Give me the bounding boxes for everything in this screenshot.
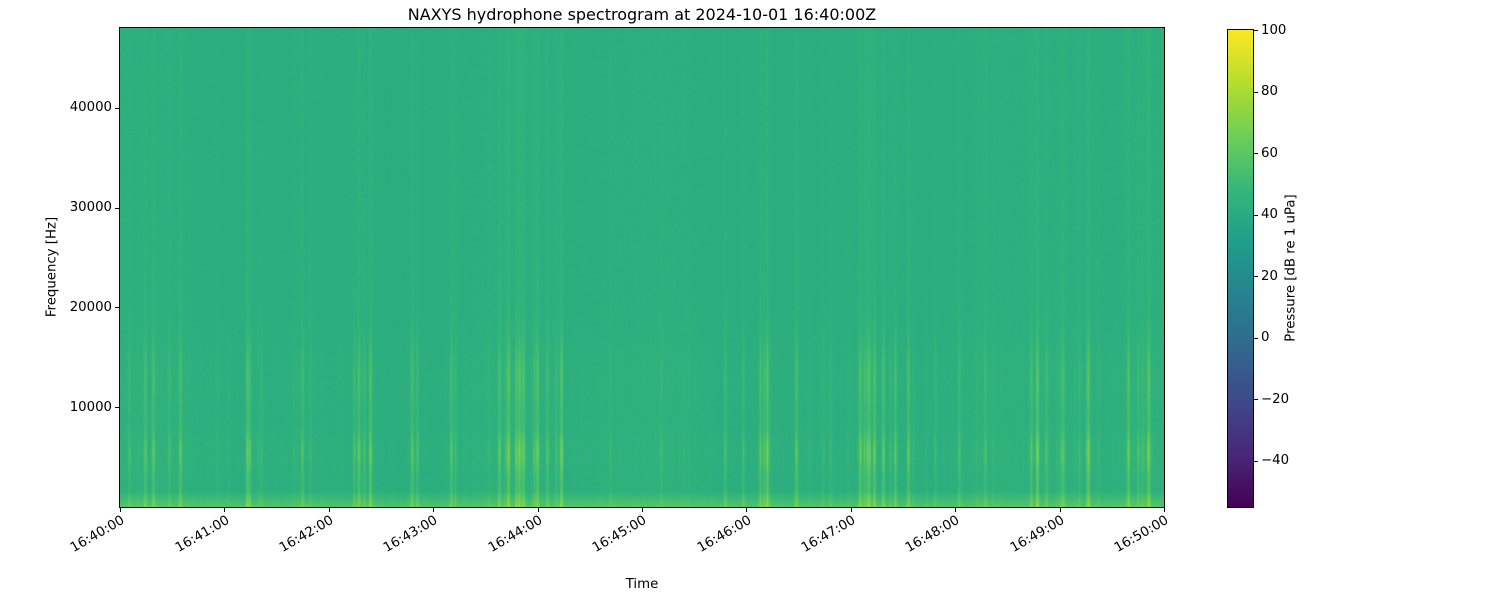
colorbar-tick-label: −40 (1261, 453, 1290, 469)
x-tick-label: 16:46:00 (694, 513, 754, 556)
y-tick-label: 40000 (69, 100, 112, 116)
figure-title: NAXYS hydrophone spectrogram at 2024-10-… (407, 5, 877, 24)
y-axis-label: Frequency [Hz] (44, 216, 60, 318)
x-tick-label: 16:49:00 (1007, 513, 1068, 556)
x-tick-mark (955, 508, 957, 512)
colorbar-tick-mark (1254, 214, 1258, 216)
colorbar-label: Pressure [dB re 1 uPa] (1283, 194, 1299, 342)
colorbar-tick-label: 20 (1261, 268, 1278, 284)
x-tick-mark (1164, 508, 1165, 512)
x-tick-mark (120, 508, 121, 512)
colorbar-tick-mark (1254, 337, 1258, 339)
x-tick-label: 16:41:00 (172, 513, 232, 556)
colorbar-tick-mark (1254, 399, 1258, 401)
colorbar-tick-label: 40 (1261, 207, 1278, 223)
x-tick-mark (433, 508, 435, 512)
colorbar-tick-mark (1254, 276, 1258, 278)
x-tick-label: 16:47:00 (799, 513, 859, 556)
colorbar-gradient (1228, 30, 1253, 507)
x-tick-mark (328, 508, 330, 512)
x-tick-mark (1059, 508, 1061, 512)
colorbar (1227, 29, 1254, 508)
colorbar-tick-label: 60 (1261, 145, 1278, 161)
spectrogram-heatmap (120, 28, 1164, 507)
x-tick-mark (746, 508, 748, 512)
x-tick-label: 16:48:00 (903, 513, 963, 556)
x-tick-label: 16:43:00 (381, 513, 441, 556)
x-tick-mark (537, 508, 539, 512)
x-tick-label: 16:42:00 (277, 513, 337, 556)
x-tick-label: 16:45:00 (590, 513, 650, 556)
x-tick-mark (224, 508, 226, 512)
x-tick-mark (850, 508, 852, 512)
y-tick-label: 10000 (69, 399, 112, 415)
colorbar-tick-mark (1254, 153, 1258, 155)
x-tick-label: 16:40:00 (68, 513, 128, 556)
colorbar-tick-mark (1254, 91, 1258, 93)
colorbar-tick-label: 80 (1261, 84, 1278, 100)
y-tick-label: 20000 (69, 299, 112, 315)
x-axis-label: Time (625, 577, 659, 592)
x-tick-label: 16:50:00 (1112, 513, 1172, 556)
colorbar-tick-label: 100 (1261, 22, 1287, 38)
y-tick-label: 30000 (69, 200, 112, 216)
colorbar-tick-label: 0 (1261, 330, 1270, 346)
colorbar-tick-label: −20 (1261, 391, 1290, 407)
colorbar-tick-mark (1254, 460, 1258, 462)
plot-area (119, 27, 1165, 508)
x-tick-mark (642, 508, 643, 512)
colorbar-tick-mark (1254, 30, 1258, 31)
x-tick-label: 16:44:00 (485, 513, 546, 556)
